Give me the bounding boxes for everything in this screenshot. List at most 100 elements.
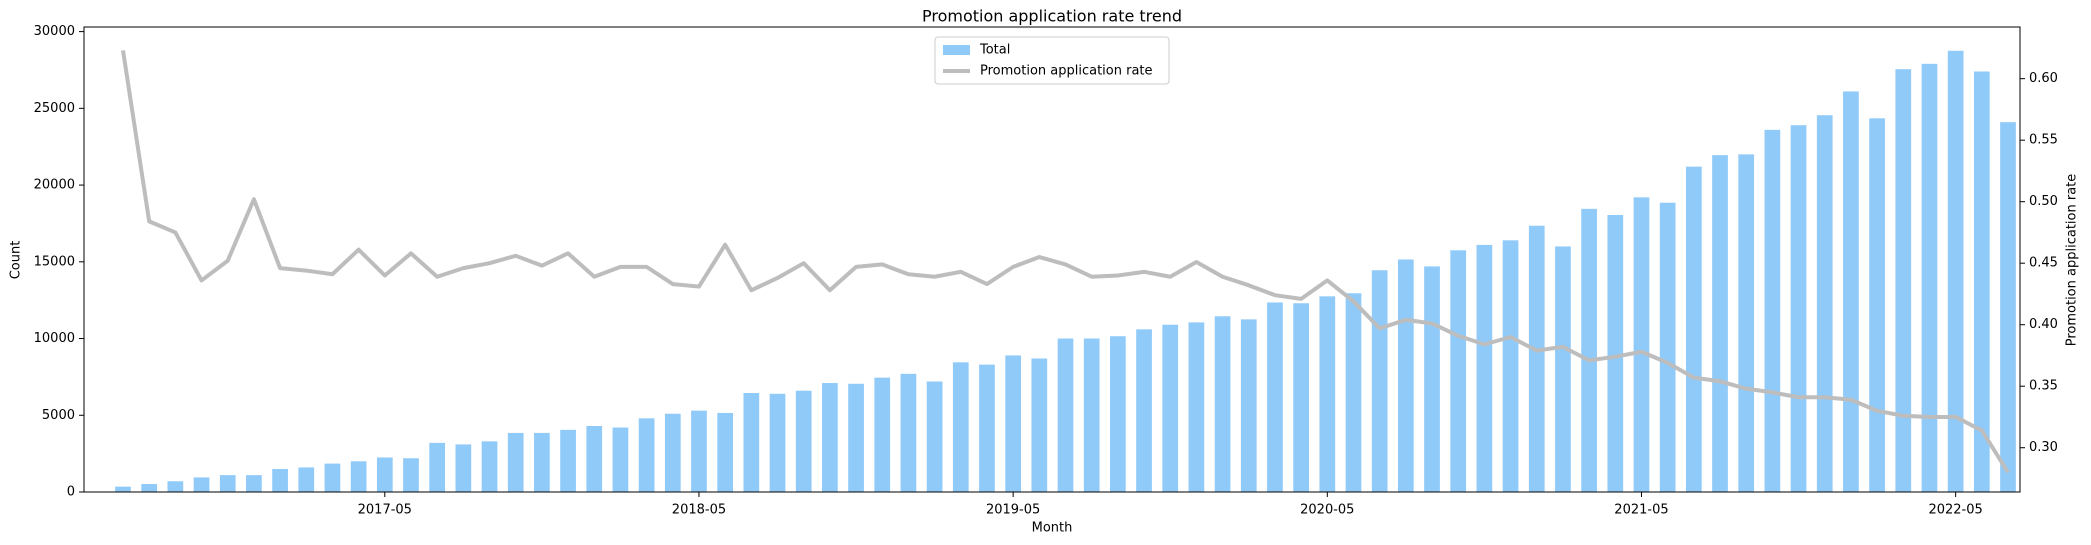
plot-frame: [83, 26, 2021, 493]
bar: [1816, 115, 1833, 492]
bar: [1581, 208, 1597, 492]
x-tick-label: 2021-05: [1614, 503, 1668, 518]
bar: [1293, 303, 1309, 492]
bar: [1947, 50, 1964, 492]
bar: [1712, 155, 1728, 493]
bar: [638, 418, 655, 492]
bar: [1162, 324, 1179, 492]
bar: [298, 467, 315, 492]
bar: [1057, 338, 1074, 492]
bar: [1424, 266, 1440, 492]
y-tick-label: 15000: [34, 254, 75, 269]
chart-title: Promotion application rate trend: [922, 7, 1182, 26]
bar: [219, 475, 236, 492]
bar: [1136, 329, 1152, 492]
bar: [1005, 355, 1021, 492]
y-tick-label: 30000: [34, 24, 75, 39]
bar: [1031, 358, 1048, 492]
bar: [350, 461, 367, 492]
legend-label: Total: [979, 43, 1010, 58]
bar: [874, 377, 891, 492]
bar: [1083, 338, 1100, 492]
bar: [1476, 244, 1493, 492]
bar: [272, 468, 288, 492]
x-tick-label: 2019-05: [986, 503, 1040, 518]
y2-axis-label: Promotion application rate: [2065, 174, 2080, 347]
bar: [664, 413, 681, 492]
bar: [1607, 214, 1624, 492]
y2-tick-label: 0.60: [2029, 71, 2058, 86]
bar: [691, 410, 707, 492]
bar: [1267, 302, 1283, 492]
bar: [1869, 118, 1885, 492]
bar: [586, 426, 603, 492]
bar: [1973, 71, 1990, 493]
y2-tick-label: 0.50: [2029, 194, 2058, 209]
bar: [403, 458, 419, 492]
bar: [1502, 240, 1519, 492]
bar: [1895, 69, 1912, 492]
bar: [141, 484, 158, 492]
bar: [167, 481, 184, 492]
bar: [795, 390, 812, 492]
bar: [1110, 336, 1126, 492]
y-tick-label: 0: [67, 485, 75, 500]
bar: [1921, 63, 1938, 492]
bar: [1319, 296, 1336, 492]
legend-swatch: [943, 45, 970, 55]
bar: [979, 364, 995, 492]
y-tick-label: 20000: [34, 178, 75, 193]
bar: [1685, 166, 1702, 492]
x-tick-label: 2020-05: [1300, 503, 1354, 518]
x-tick-label: 2017-05: [358, 503, 412, 518]
y2-tick-label: 0.55: [2029, 133, 2058, 148]
bar: [324, 463, 341, 492]
bar: [1790, 125, 1807, 492]
bar: [1843, 91, 1859, 492]
bar: [560, 429, 576, 492]
bar: [1371, 270, 1388, 492]
y2-tick-label: 0.35: [2029, 379, 2058, 394]
bar: [1738, 154, 1755, 493]
bar: [534, 432, 550, 492]
bar: [481, 441, 498, 492]
bar: [822, 383, 838, 492]
y-axis-label: Count: [9, 241, 24, 280]
bar: [1450, 250, 1467, 492]
bar: [1188, 322, 1205, 492]
bar: [926, 381, 943, 492]
legend-box: [934, 36, 1170, 85]
bar: [1555, 246, 1571, 492]
bar: [1240, 319, 1257, 492]
bar: [743, 393, 760, 492]
bar: [429, 442, 446, 492]
bar: [2000, 122, 2016, 493]
bar: [717, 412, 734, 492]
bar: [193, 477, 210, 492]
bar: [1764, 129, 1781, 492]
bar: [1345, 293, 1362, 492]
y-tick-label: 5000: [42, 408, 75, 423]
y-tick-label: 10000: [34, 331, 75, 346]
line: [121, 50, 2010, 474]
y2-tick-label: 0.45: [2029, 256, 2058, 271]
bar: [507, 432, 524, 492]
bar: [455, 444, 472, 492]
bar: [952, 362, 969, 492]
x-tick-label: 2018-05: [672, 503, 726, 518]
bar: [115, 486, 131, 492]
x-axis-label: Month: [1032, 521, 1073, 536]
bar: [246, 475, 262, 492]
x-tick-label: 2022-05: [1928, 503, 1982, 518]
bar: [1633, 197, 1650, 492]
legend-label: Promotion application rate: [980, 64, 1153, 79]
bar: [1214, 316, 1231, 492]
bar: [848, 383, 864, 492]
bar: [769, 393, 786, 492]
y2-tick-label: 0.30: [2029, 440, 2058, 455]
bar: [1397, 259, 1414, 492]
bar: [900, 373, 917, 492]
bar: [376, 457, 393, 492]
bar: [612, 427, 629, 492]
